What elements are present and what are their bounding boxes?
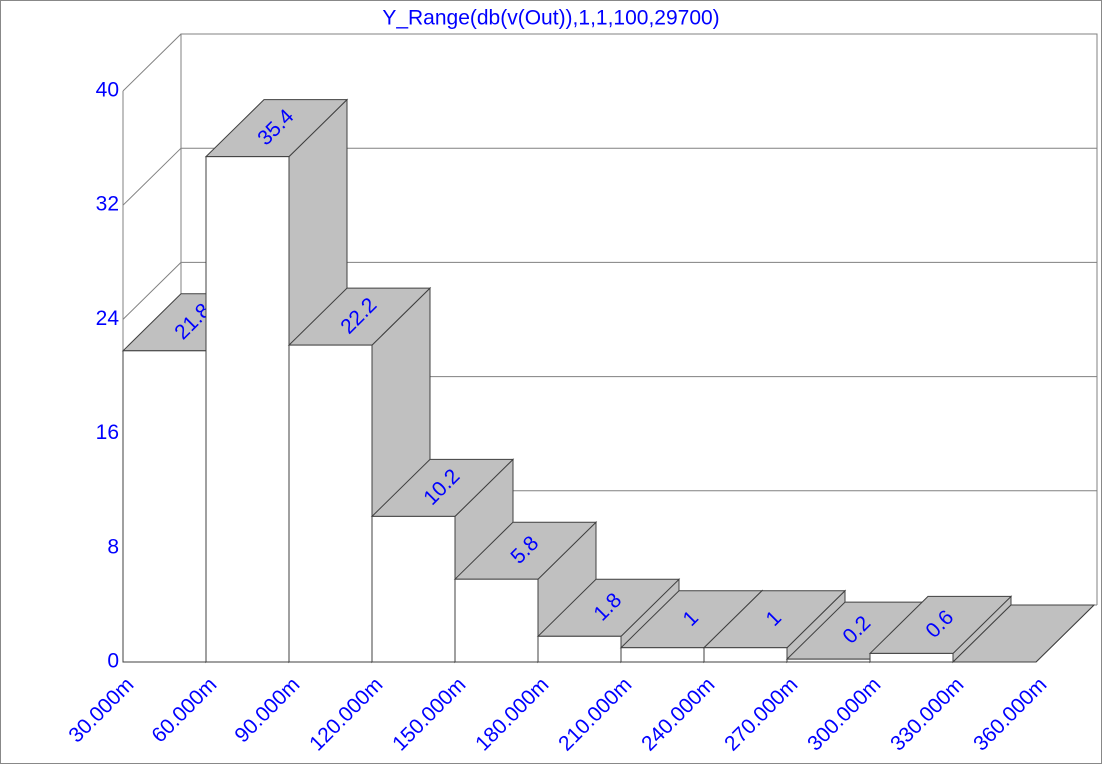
y-tick-label: 8 <box>107 535 119 558</box>
bar <box>620 647 705 663</box>
y-tick-label: 16 <box>96 421 119 444</box>
bar-top <box>951 604 1096 663</box>
y-tick-label: 24 <box>96 307 120 330</box>
bar <box>869 652 954 663</box>
grid-line <box>122 33 182 92</box>
chart-title: Y_Range(db(v(Out)),1,1,100,29700) <box>382 7 719 30</box>
bar <box>288 344 373 663</box>
bar <box>537 635 622 663</box>
bar <box>454 578 539 663</box>
bar <box>205 156 290 663</box>
y-tick-label: 32 <box>96 193 119 216</box>
y-tick-label: 40 <box>96 79 119 102</box>
bar <box>703 647 788 663</box>
bar <box>786 658 871 663</box>
grid-line <box>122 147 182 206</box>
y-tick-label: 0 <box>107 650 119 673</box>
bar <box>371 515 456 663</box>
grid-line <box>122 262 182 320</box>
bar <box>122 350 207 663</box>
